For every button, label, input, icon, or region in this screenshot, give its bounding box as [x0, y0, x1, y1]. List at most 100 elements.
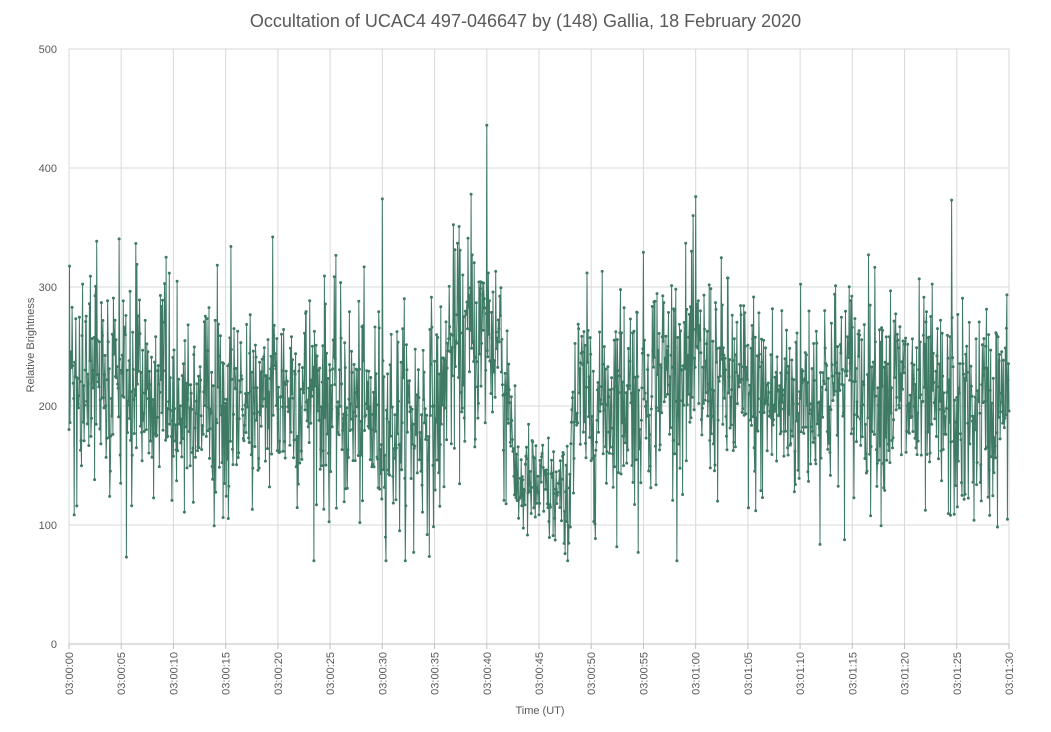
data-point [657, 409, 661, 413]
data-point [255, 418, 258, 422]
data-point [427, 435, 431, 439]
data-point [836, 484, 840, 488]
data-point [155, 433, 159, 437]
data-point [860, 435, 864, 439]
data-point [426, 438, 430, 442]
data-point [103, 354, 107, 357]
data-point [785, 328, 788, 332]
data-point [332, 275, 336, 279]
data-point [531, 440, 535, 444]
data-point [391, 475, 395, 478]
data-point [109, 434, 113, 438]
data-point [693, 356, 697, 360]
data-point [722, 396, 726, 400]
data-point [460, 410, 464, 414]
data-point [611, 485, 615, 489]
data-point [75, 504, 79, 508]
data-point [161, 428, 165, 432]
data-point [68, 264, 71, 268]
data-point [962, 372, 966, 376]
data-point [181, 362, 185, 366]
data-point [311, 388, 315, 391]
data-point [72, 397, 76, 400]
data-point [751, 337, 755, 341]
data-point [995, 332, 998, 336]
data-point [486, 271, 490, 275]
data-point [751, 415, 755, 419]
data-point [101, 319, 105, 322]
data-point [357, 367, 361, 371]
data-point [560, 519, 563, 523]
data-point [115, 365, 119, 369]
data-point [119, 368, 123, 372]
x-tick-label: 03:00:30 [377, 652, 389, 695]
data-point [965, 370, 969, 374]
data-point [420, 413, 423, 417]
data-point [745, 365, 749, 369]
data-point [570, 408, 574, 412]
data-point [750, 324, 754, 327]
data-point [732, 440, 736, 444]
data-point [161, 298, 164, 302]
data-point [81, 282, 85, 286]
data-point [453, 248, 457, 252]
data-point [282, 380, 286, 384]
data-point [179, 441, 183, 445]
data-point [898, 325, 902, 329]
data-point [260, 357, 264, 361]
data-point [257, 457, 261, 460]
data-point [908, 401, 912, 405]
data-point [769, 353, 773, 357]
data-point [346, 448, 350, 452]
data-point [866, 416, 870, 420]
data-point [894, 312, 898, 316]
data-point [624, 417, 628, 421]
data-point [915, 453, 919, 457]
data-point [411, 422, 415, 426]
data-point [124, 314, 128, 317]
data-point [436, 336, 440, 339]
data-point [872, 382, 876, 386]
data-point [335, 405, 339, 409]
data-point [331, 367, 335, 371]
data-point [95, 239, 99, 243]
data-point [983, 366, 986, 370]
data-point [896, 338, 900, 342]
data-point [991, 376, 995, 380]
data-point [698, 338, 702, 342]
data-point [367, 426, 371, 430]
data-point [883, 488, 887, 492]
x-tick-label: 03:01:30 [1004, 652, 1016, 695]
data-point [781, 388, 785, 392]
data-point [582, 420, 586, 424]
data-point [698, 309, 702, 313]
data-point [816, 418, 820, 422]
data-point [880, 384, 884, 388]
data-point [730, 388, 734, 392]
data-point [269, 354, 273, 358]
data-point [690, 395, 694, 399]
data-point [749, 418, 752, 422]
data-point [727, 391, 731, 395]
data-point [261, 404, 265, 408]
data-point [180, 374, 184, 378]
data-point [930, 282, 934, 286]
data-point [281, 449, 285, 453]
data-point [569, 442, 573, 446]
data-point [523, 462, 527, 466]
data-point [733, 406, 737, 410]
data-point [576, 322, 580, 326]
data-point [884, 335, 888, 339]
data-point [770, 453, 774, 456]
data-point [324, 463, 328, 467]
data-point [215, 421, 219, 425]
data-point [935, 354, 939, 358]
data-point [992, 436, 996, 440]
data-point [381, 359, 385, 363]
data-point [490, 336, 494, 340]
data-point [839, 351, 843, 355]
data-point [148, 383, 152, 386]
data-point [336, 400, 340, 404]
data-point [566, 523, 570, 527]
data-point [823, 309, 827, 313]
